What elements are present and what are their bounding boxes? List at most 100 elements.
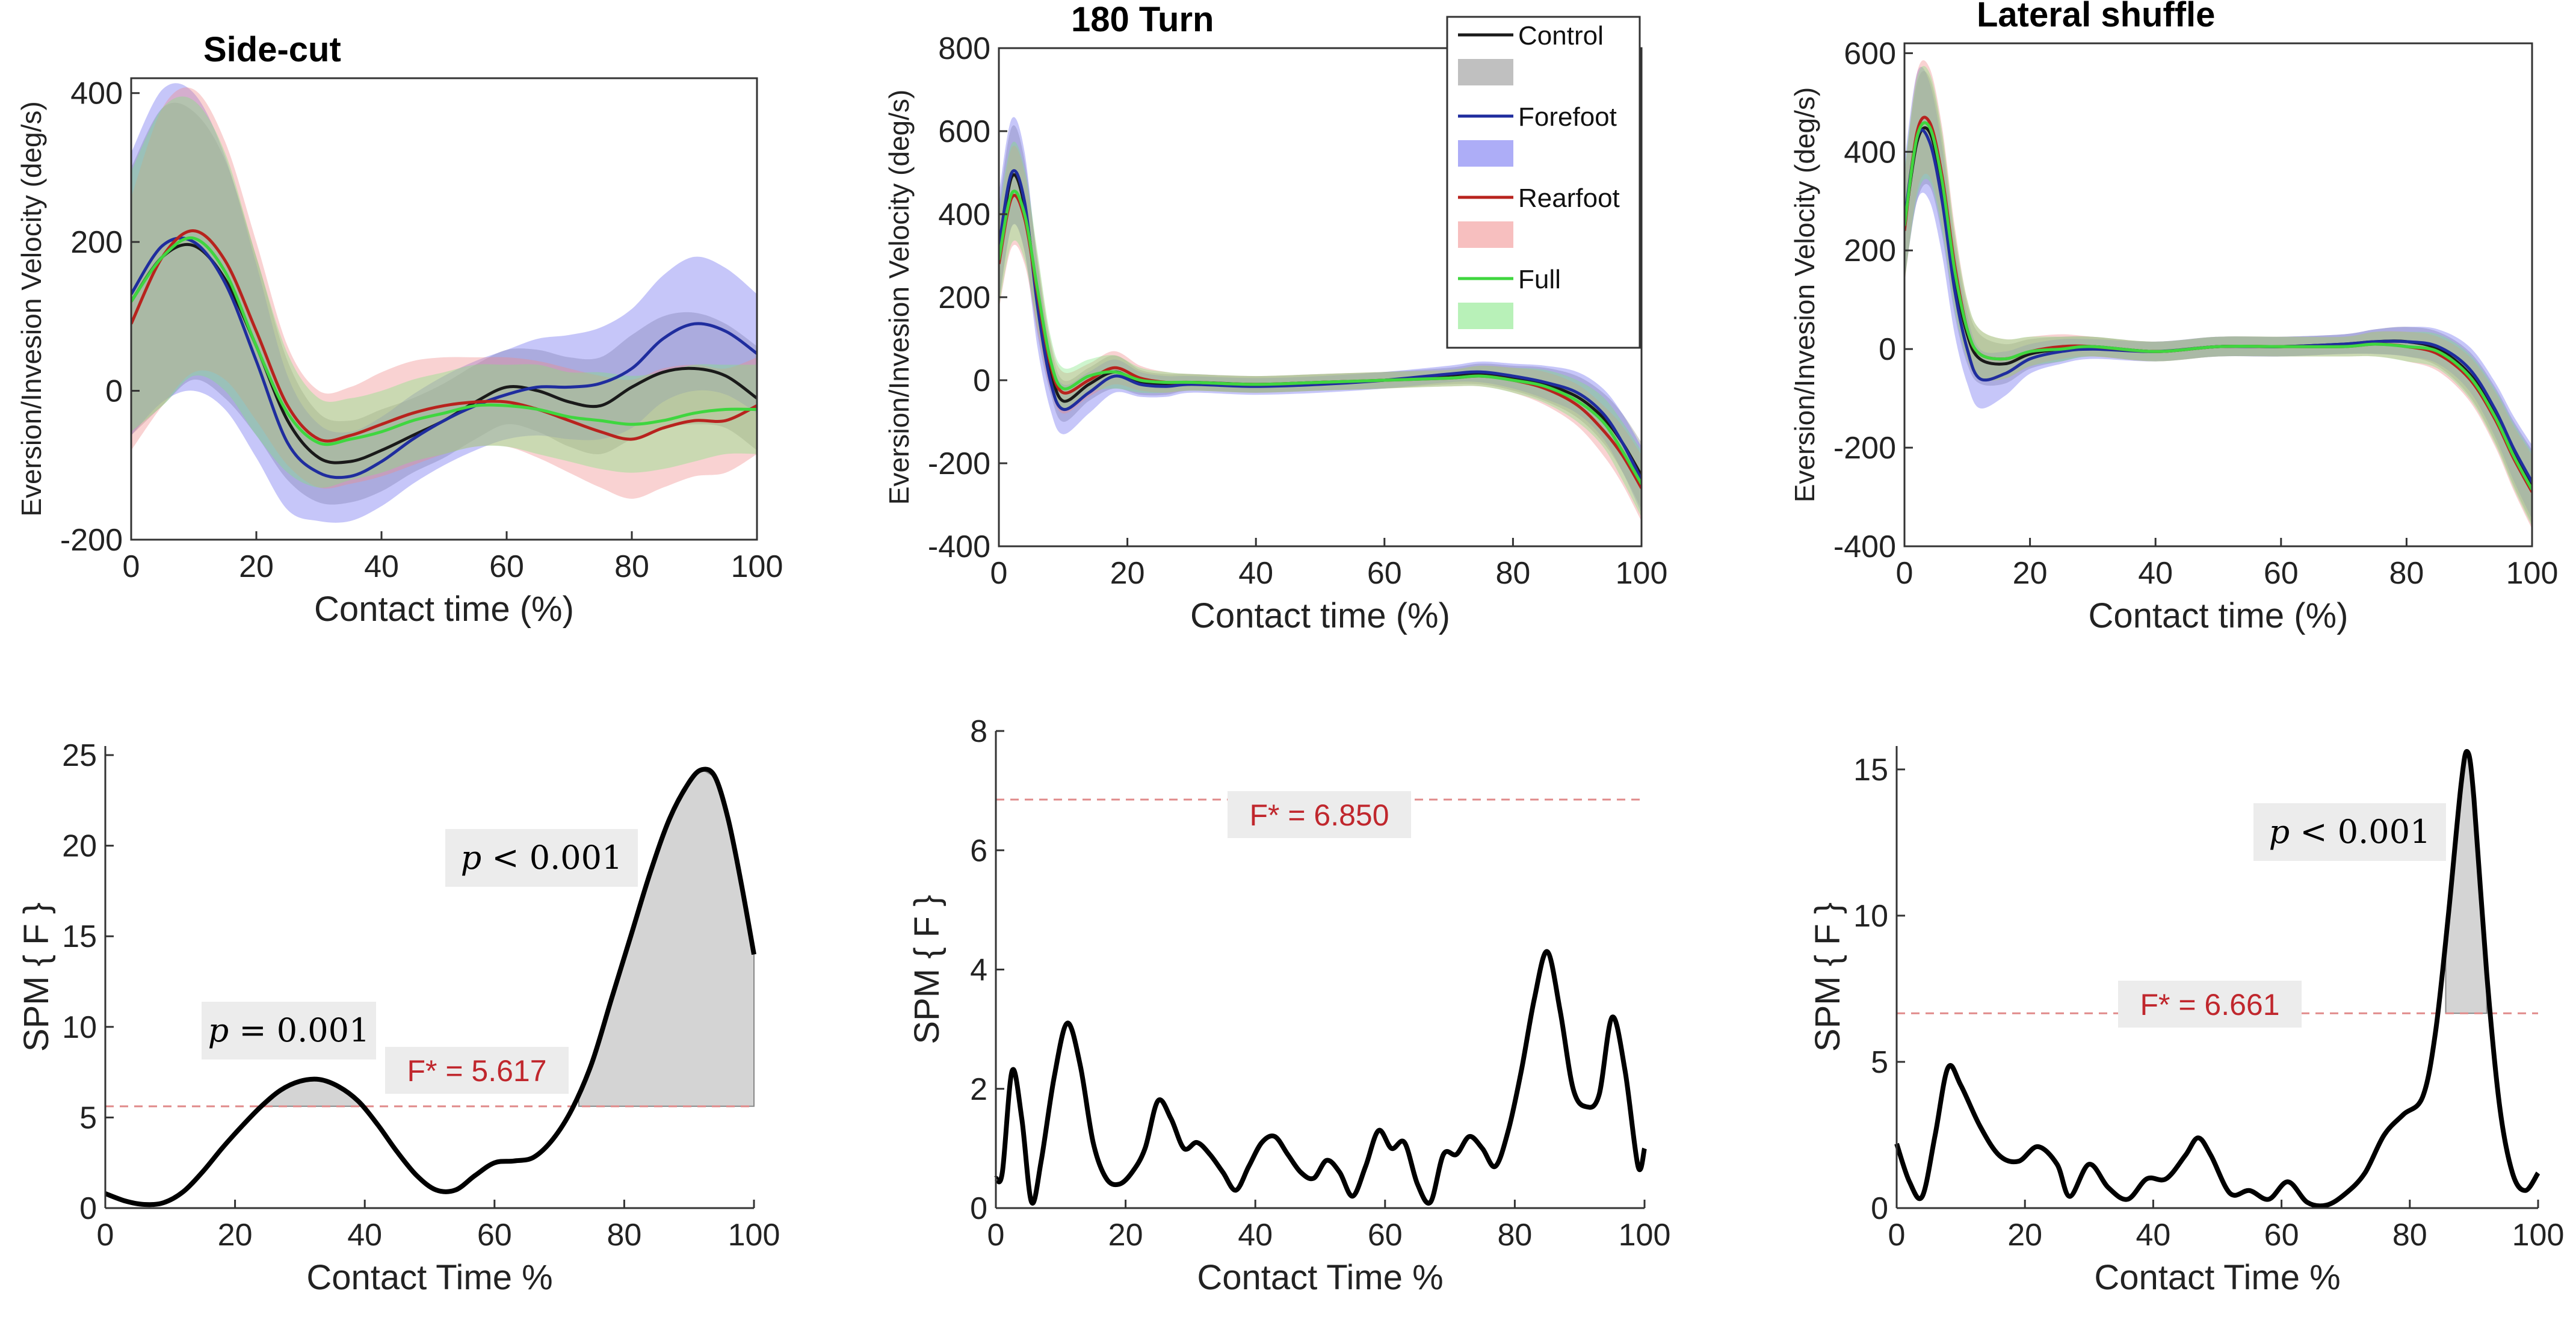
y-tick-label: 20 xyxy=(62,829,97,864)
x-tick-label: 100 xyxy=(1619,1218,1671,1253)
legend-swatch-control xyxy=(1458,59,1513,85)
x-tick-label: 60 xyxy=(1368,1218,1403,1253)
y-tick-label: 8 xyxy=(970,714,987,749)
x-tick-label: 60 xyxy=(2264,556,2299,591)
x-tick-label: 20 xyxy=(2007,1218,2042,1253)
y-axis-label: SPM { F } xyxy=(1808,902,1847,1052)
mean-line-forefoot xyxy=(999,169,1642,481)
sd-band-full xyxy=(131,96,757,488)
x-tick-label: 40 xyxy=(2136,1218,2170,1253)
x-axis-label: Contact time (%) xyxy=(1190,596,1450,635)
mean-line-forefoot xyxy=(1904,128,2532,483)
x-tick-label: 20 xyxy=(1110,556,1145,591)
x-tick-label: 60 xyxy=(489,549,524,584)
x-tick-label: 60 xyxy=(477,1218,512,1253)
chart-title: Side-cut xyxy=(203,30,341,69)
p-value-label-bg xyxy=(2253,803,2446,861)
x-tick-label: 100 xyxy=(731,549,783,584)
threshold-label: F* = 6.661 xyxy=(2140,988,2279,1022)
x-axis-label: Contact Time % xyxy=(1197,1258,1443,1297)
legend-label-control: Control xyxy=(1518,21,1604,51)
x-tick-label: 20 xyxy=(2013,556,2048,591)
x-tick-label: 40 xyxy=(2138,556,2173,591)
plot-frame xyxy=(130,77,758,541)
y-tick-label: 10 xyxy=(62,1010,97,1045)
x-axis-label: Contact time (%) xyxy=(2089,596,2349,635)
y-tick-label: 200 xyxy=(1844,233,1896,268)
x-tick-label: 60 xyxy=(1367,556,1402,591)
x-tick-label: 40 xyxy=(1238,556,1273,591)
plot-area xyxy=(999,117,1642,522)
spm-curve xyxy=(1894,748,2540,1209)
y-tick-label: 200 xyxy=(70,225,123,260)
x-tick-label: 0 xyxy=(1896,556,1913,591)
x-tick-label: 40 xyxy=(347,1218,382,1253)
threshold-label: F* = 5.617 xyxy=(407,1054,546,1088)
panel-180-turn-spm: F* = 6.850 0 20 40 60 80 100 0 2 4 6 8 Contact Time … xyxy=(907,714,1670,1297)
y-tick-label: 400 xyxy=(1844,135,1896,170)
y-tick-label: -400 xyxy=(928,529,990,564)
spm-curve xyxy=(104,766,756,1207)
threshold-label-bg xyxy=(2118,981,2302,1028)
sd-band-control xyxy=(1904,71,2532,525)
legend-label-full: Full xyxy=(1518,265,1561,294)
mean-line-full xyxy=(131,236,757,446)
p-value-text: < 0.001 xyxy=(481,839,622,877)
y-tick-label: 15 xyxy=(1853,753,1888,788)
x-tick-label: 0 xyxy=(990,556,1008,591)
x-tick-label: 0 xyxy=(987,1218,1005,1253)
y-tick-label: 600 xyxy=(938,114,990,149)
legend-swatch-forefoot xyxy=(1458,140,1513,167)
plot-area xyxy=(131,83,757,523)
plot-area xyxy=(1904,60,2532,529)
y-tick-label: -400 xyxy=(1833,529,1896,564)
y-tick-label: -200 xyxy=(60,523,123,558)
x-tick-label: 20 xyxy=(1108,1218,1143,1253)
y-axis-label: Eversion/Invesion Velocity (deg/s) xyxy=(16,101,47,516)
sd-band-forefoot xyxy=(1904,67,2532,519)
chart-title: 180 Turn xyxy=(1071,0,1214,39)
x-tick-label: 80 xyxy=(1497,1218,1532,1253)
y-tick-label: 10 xyxy=(1853,899,1888,934)
y-tick-label: 400 xyxy=(938,197,990,232)
panel-side-cut-spm: F* = 5.617 0 20 40 60 80 100 0 5 10 15 20 25 Contact … xyxy=(17,738,780,1297)
y-tick-label: 0 xyxy=(79,1191,97,1226)
mean-line-full xyxy=(1904,121,2532,490)
x-tick-label: 0 xyxy=(123,549,140,584)
p-value-text: < 0.001 xyxy=(2290,813,2430,851)
y-tick-label: 0 xyxy=(1871,1191,1888,1226)
x-axis-label: Contact Time % xyxy=(2094,1258,2340,1297)
plot-frame xyxy=(1903,42,2533,547)
panel-lateral-shuffle-spm: F* = 6.661 0 20 40 60 80 100 0 5 10 15 Contact Time… xyxy=(1808,746,2564,1297)
panel-lateral-shuffle-velocity: 0 20 40 60 80 100 -400 -200 0 200 400 600 Contact ti… xyxy=(1789,0,2558,635)
x-axis-label: Contact Time % xyxy=(306,1258,552,1297)
legend-label-rearfoot: Rearfoot xyxy=(1518,183,1620,213)
legend-swatch-full xyxy=(1458,303,1513,329)
legend-swatch-rearfoot xyxy=(1458,221,1513,248)
y-axis-label: SPM { F } xyxy=(907,895,947,1044)
x-tick-label: 80 xyxy=(614,549,649,584)
y-axis-label: Eversion/Invesion Velocity (deg/s) xyxy=(883,90,915,505)
x-tick-label: 100 xyxy=(1616,556,1668,591)
mean-line-forefoot xyxy=(131,236,757,480)
y-tick-label: 2 xyxy=(970,1072,987,1107)
threshold-label-bg xyxy=(1228,791,1411,838)
y-tick-label: 800 xyxy=(938,31,990,66)
mean-line-rearfoot xyxy=(131,229,757,443)
y-tick-label: 5 xyxy=(79,1100,97,1135)
p-value-text: = 0.001 xyxy=(229,1011,369,1049)
x-tick-label: 40 xyxy=(364,549,399,584)
x-tick-label: 40 xyxy=(1238,1218,1273,1253)
x-axis-label: Contact time (%) xyxy=(314,590,574,629)
y-axis-label: Eversion/Invesion Velocity (deg/s) xyxy=(1789,87,1820,502)
x-tick-label: 20 xyxy=(239,549,274,584)
p-value-label: p < 0.001 xyxy=(461,839,623,877)
p-value-label: p = 0.001 xyxy=(208,1011,370,1049)
sd-band-rearfoot xyxy=(1904,60,2532,529)
mean-line-rearfoot xyxy=(1904,116,2532,493)
y-tick-label: -200 xyxy=(928,446,990,481)
y-axis-label: SPM { F } xyxy=(17,902,56,1052)
y-tick-label: 600 xyxy=(1844,36,1896,71)
